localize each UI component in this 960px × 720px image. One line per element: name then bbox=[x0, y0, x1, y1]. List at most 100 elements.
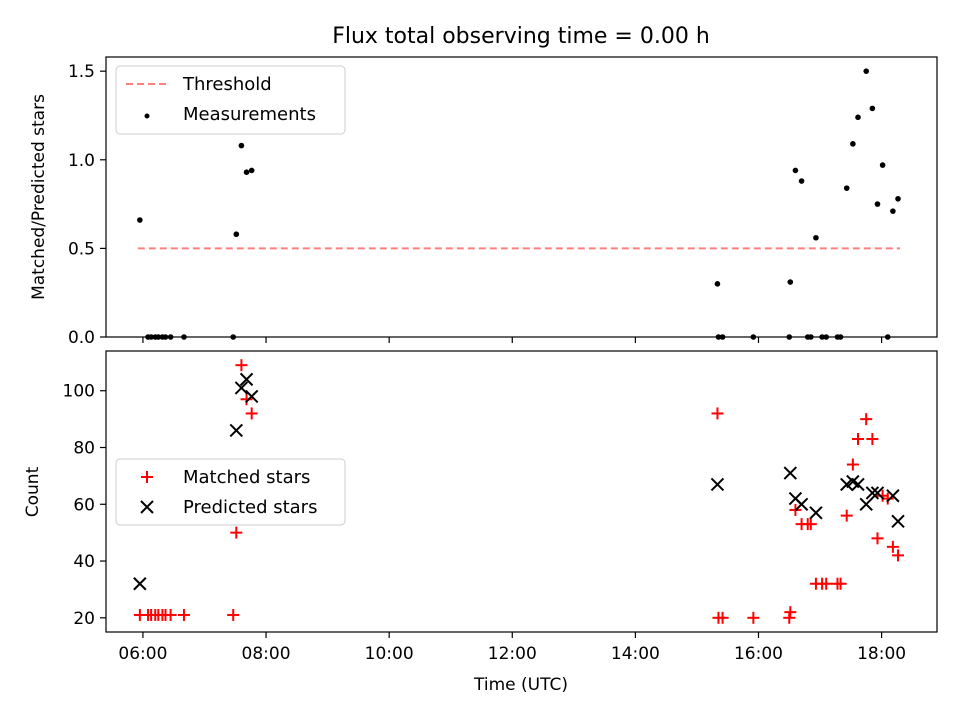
measurement-point bbox=[823, 334, 829, 340]
measurement-point bbox=[148, 334, 154, 340]
measurement-point bbox=[786, 334, 793, 340]
measurement-point bbox=[874, 201, 881, 207]
matched-star-point bbox=[866, 432, 879, 445]
top-y-tick-label: 0.5 bbox=[68, 239, 95, 259]
predicted-star-point bbox=[891, 514, 905, 529]
bottom-marks bbox=[133, 359, 905, 624]
legend-measurements-swatch bbox=[144, 113, 150, 119]
matched-star-point bbox=[876, 489, 889, 502]
matched-star-point bbox=[784, 606, 797, 619]
legend-threshold-label: Threshold bbox=[182, 74, 272, 95]
top-legend: Threshold Measurements bbox=[115, 65, 346, 135]
measurement-point bbox=[137, 217, 143, 223]
matched-star-point bbox=[747, 611, 760, 624]
measurement-point bbox=[714, 281, 721, 287]
legend-matched-label: Matched stars bbox=[183, 467, 310, 488]
matched-star-point bbox=[804, 518, 817, 531]
matched-star-point bbox=[164, 608, 177, 621]
measurement-point bbox=[869, 105, 876, 112]
matched-star-point bbox=[245, 407, 258, 420]
measurement-point bbox=[787, 279, 794, 285]
x-tick-label: 10:00 bbox=[365, 644, 414, 664]
top-y-tick-label: 1.5 bbox=[68, 62, 95, 82]
measurement-point bbox=[837, 334, 844, 340]
measurement-point bbox=[843, 185, 850, 191]
measurement-point bbox=[850, 141, 856, 147]
measurement-point bbox=[750, 334, 757, 340]
matched-star-point bbox=[892, 549, 905, 562]
matched-star-point bbox=[846, 458, 859, 471]
measurement-point bbox=[890, 208, 896, 214]
x-tick-label: 12:00 bbox=[488, 644, 537, 664]
measurement-point bbox=[719, 334, 726, 340]
matched-star-point bbox=[177, 608, 190, 621]
predicted-star-point bbox=[783, 466, 797, 480]
matched-star-point bbox=[871, 532, 884, 545]
bottom-y-tick-label: 20 bbox=[73, 609, 95, 629]
measurement-point bbox=[181, 334, 187, 340]
bottom-y-tick-label: 40 bbox=[73, 552, 95, 572]
measurement-point bbox=[715, 334, 722, 340]
x-tick-label: 16:00 bbox=[734, 644, 783, 664]
measurement-point bbox=[238, 142, 245, 149]
matched-star-point bbox=[227, 608, 240, 621]
measurement-point bbox=[808, 334, 814, 340]
bottom-y-ticks: 20 40 60 80 100 bbox=[63, 382, 106, 629]
top-y-axis-label: Matched/Predicted stars bbox=[29, 94, 49, 300]
measurement-point bbox=[167, 334, 174, 340]
predicted-star-point bbox=[865, 486, 880, 500]
top-panel: 0.0 0.5 1.0 1.5 Matched/Predicted stars Thr… bbox=[29, 56, 938, 348]
measurement-point bbox=[884, 334, 891, 340]
bottom-y-tick-label: 100 bbox=[63, 382, 95, 402]
matched-star-point bbox=[852, 432, 865, 445]
measurement-point bbox=[243, 169, 250, 175]
matched-star-point bbox=[240, 393, 253, 406]
measurement-point bbox=[233, 231, 240, 238]
measurement-point bbox=[863, 68, 870, 74]
measurement-point bbox=[792, 167, 799, 174]
matched-star-point bbox=[840, 509, 853, 522]
top-y-tick-label: 1.0 bbox=[68, 151, 95, 171]
predicted-star-point bbox=[794, 497, 809, 511]
measurement-point bbox=[798, 178, 805, 184]
matched-star-point bbox=[716, 611, 729, 624]
matched-star-point bbox=[783, 611, 796, 624]
bottom-y-axis-label: Count bbox=[23, 466, 43, 517]
x-tick-label: 08:00 bbox=[242, 644, 291, 664]
bottom-x-ticks: 06:00 08:00 10:00 12:00 14:00 16:00 18:00 bbox=[118, 632, 906, 664]
x-tick-label: 06:00 bbox=[118, 644, 167, 664]
legend-predicted-label: Predicted stars bbox=[183, 497, 317, 518]
x-axis-label: Time (UTC) bbox=[473, 675, 568, 695]
predicted-star-point bbox=[239, 372, 254, 387]
predicted-star-point bbox=[859, 497, 873, 511]
predicted-star-point bbox=[229, 423, 243, 438]
top-y-ticks: 0.0 0.5 1.0 1.5 bbox=[68, 62, 106, 348]
top-marks bbox=[137, 68, 901, 340]
top-x-ticks bbox=[142, 337, 883, 343]
measurement-point bbox=[155, 334, 162, 340]
matched-star-point bbox=[860, 413, 873, 426]
predicted-star-point bbox=[851, 477, 865, 492]
bottom-y-tick-label: 60 bbox=[73, 495, 95, 515]
predicted-star-point bbox=[809, 506, 823, 520]
measurement-point bbox=[230, 334, 237, 340]
matched-star-point bbox=[711, 407, 724, 420]
bottom-legend: Matched stars Predicted stars bbox=[115, 458, 346, 526]
chart-title: Flux total observing time = 0.00 h bbox=[332, 24, 710, 49]
legend-predicted-swatch bbox=[140, 500, 154, 514]
predicted-star-point bbox=[133, 577, 147, 591]
bottom-y-tick-label: 80 bbox=[73, 439, 95, 459]
measurement-point bbox=[819, 334, 825, 340]
legend-matched-swatch bbox=[141, 471, 153, 483]
predicted-star-point bbox=[870, 486, 885, 500]
x-tick-label: 18:00 bbox=[857, 644, 906, 664]
matched-star-point bbox=[230, 526, 243, 539]
matched-star-point bbox=[886, 540, 899, 553]
measurement-point bbox=[855, 114, 861, 121]
legend-measurements-label: Measurements bbox=[183, 104, 316, 125]
bottom-panel: 20 40 60 80 100 06:00 08:00 10:00 12:00 14:00 16:… bbox=[23, 350, 938, 695]
predicted-star-point bbox=[710, 477, 725, 492]
measurement-point bbox=[895, 195, 901, 202]
predicted-star-point bbox=[234, 381, 249, 395]
